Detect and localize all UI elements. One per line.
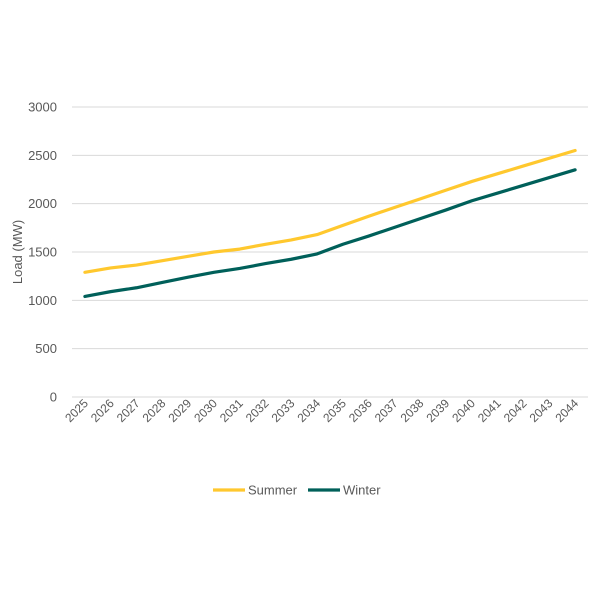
x-tick-label: 2035	[320, 396, 349, 425]
y-tick-label: 3000	[28, 100, 57, 115]
y-tick-label: 0	[50, 390, 57, 405]
series-line-summer	[83, 148, 577, 274]
x-tick-label: 2036	[346, 396, 375, 425]
gridlines	[72, 106, 588, 398]
x-tick-label: 2033	[269, 396, 298, 425]
series-line-winter	[83, 168, 577, 299]
x-tick-label: 2037	[372, 396, 401, 425]
x-tick-label: 2029	[165, 396, 194, 425]
y-tick-label: 1500	[28, 245, 57, 260]
y-axis-label: Load (MW)	[10, 220, 25, 284]
x-tick-label: 2032	[243, 396, 272, 425]
y-tick-label: 1000	[28, 293, 57, 308]
x-tick-label: 2028	[140, 396, 169, 425]
y-axis-ticks: 0 500 1000 1500 2000 2500 3000	[28, 100, 57, 405]
x-tick-label: 2030	[191, 396, 220, 425]
x-axis-ticks: 2025202620272028202920302031203220332034…	[62, 396, 581, 425]
x-tick-label: 2034	[294, 396, 323, 425]
y-tick-label: 2500	[28, 148, 57, 163]
x-tick-label: 2038	[398, 396, 427, 425]
series-lines	[83, 148, 577, 299]
x-tick-label: 2044	[552, 396, 581, 425]
y-tick-label: 500	[35, 341, 57, 356]
legend-label-winter: Winter	[343, 483, 381, 498]
x-tick-label: 2025	[62, 396, 91, 425]
x-tick-label: 2027	[114, 396, 143, 425]
x-tick-label: 2031	[217, 396, 246, 425]
legend-label-summer: Summer	[248, 483, 298, 498]
x-tick-label: 2043	[527, 396, 556, 425]
x-tick-label: 2040	[449, 396, 478, 425]
x-tick-label: 2026	[88, 396, 117, 425]
x-tick-label: 2042	[501, 396, 530, 425]
x-tick-label: 2041	[475, 396, 504, 425]
legend: Summer Winter	[213, 483, 381, 498]
y-tick-label: 2000	[28, 196, 57, 211]
x-tick-label: 2039	[423, 396, 452, 425]
